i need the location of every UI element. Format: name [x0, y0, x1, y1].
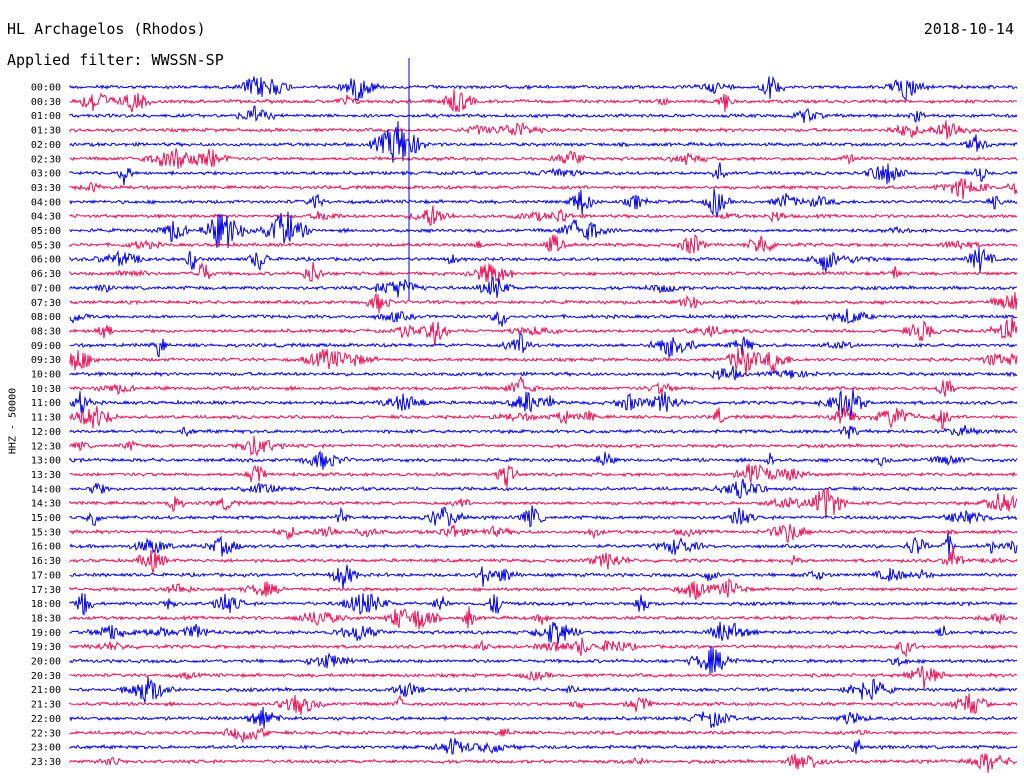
seismic-trace-0400 — [69, 188, 1018, 218]
trace-time-label: 13:30 — [31, 470, 61, 481]
trace-time-label: 06:00 — [31, 255, 61, 266]
seismic-trace-1130 — [69, 405, 1017, 430]
trace-time-label: 05:00 — [31, 226, 61, 237]
trace-time-label: 23:30 — [31, 757, 61, 768]
trace-time-label: 18:00 — [31, 599, 61, 610]
seismic-trace-0530 — [69, 234, 1018, 254]
trace-time-label: 14:00 — [31, 484, 61, 495]
trace-time-label: 08:00 — [31, 312, 61, 323]
seismic-trace-1800 — [69, 592, 1018, 616]
seismic-trace-1700 — [69, 564, 1018, 590]
seismic-trace-2000 — [69, 646, 1018, 675]
seismic-trace-1730 — [69, 577, 1018, 600]
seismic-trace-2300 — [69, 738, 1018, 755]
seismic-trace-1330 — [69, 463, 1017, 488]
seismic-trace-1600 — [69, 532, 1018, 558]
seismic-trace-0200 — [69, 121, 1018, 163]
trace-time-label: 04:30 — [31, 212, 61, 223]
date-label: 2018-10-14 — [923, 20, 1014, 38]
trace-time-label: 08:30 — [31, 326, 61, 337]
seismic-trace-2330 — [69, 753, 1018, 773]
seismic-trace-1300 — [69, 450, 1018, 470]
trace-time-label: 00:00 — [31, 83, 61, 94]
seismic-trace-0900 — [69, 333, 1018, 359]
trace-time-label: 23:00 — [31, 743, 61, 754]
seismic-trace-1630 — [69, 546, 1018, 574]
seismic-trace-0930 — [69, 347, 1018, 377]
seismic-trace-1200 — [69, 424, 1018, 440]
trace-time-label: 07:00 — [31, 283, 61, 294]
trace-time-label: 16:00 — [31, 542, 61, 553]
trace-time-label: 11:00 — [31, 398, 61, 409]
trace-time-label: 11:30 — [31, 413, 61, 424]
trace-time-label: 22:30 — [31, 728, 61, 739]
trace-time-label: 04:00 — [31, 197, 61, 208]
trace-time-label: 02:30 — [31, 154, 61, 165]
seismic-trace-0730 — [69, 292, 1018, 314]
seismic-trace-0700 — [69, 276, 1018, 298]
seismic-trace-0830 — [69, 314, 1018, 346]
seismic-trace-0300 — [69, 162, 1018, 186]
trace-time-label: 09:00 — [31, 341, 61, 352]
seismic-trace-2130 — [69, 693, 1018, 715]
seismic-trace-1230 — [69, 435, 1018, 458]
seismic-trace-1900 — [69, 621, 1018, 645]
trace-time-label: 02:00 — [31, 140, 61, 151]
seismic-trace-2230 — [69, 727, 1018, 744]
trace-time-label: 06:30 — [31, 269, 61, 280]
trace-time-label: 17:30 — [31, 585, 61, 596]
seismic-trace-2030 — [69, 665, 1018, 690]
trace-time-label: 20:30 — [31, 671, 61, 682]
seismic-trace-0000 — [69, 75, 1018, 102]
trace-time-label: 21:30 — [31, 700, 61, 711]
seismic-trace-2200 — [69, 706, 1018, 729]
seismic-trace-0100 — [69, 105, 1018, 124]
trace-time-label: 12:30 — [31, 441, 61, 452]
trace-time-label: 22:00 — [31, 714, 61, 725]
seismic-trace-1100 — [69, 388, 1018, 420]
seismic-trace-1500 — [69, 505, 1018, 528]
seismic-trace-0600 — [69, 247, 1018, 273]
seismic-trace-1530 — [69, 523, 1018, 544]
trace-time-label: 03:00 — [31, 169, 61, 180]
seismic-trace-1830 — [69, 606, 1018, 630]
trace-time-label: 05:30 — [31, 240, 61, 251]
seismic-trace-1030 — [69, 376, 1018, 397]
trace-time-label: 15:00 — [31, 513, 61, 524]
trace-time-label: 07:30 — [31, 298, 61, 309]
seismic-trace-1000 — [69, 365, 1018, 381]
seismic-trace-1930 — [69, 637, 1018, 658]
filter-label: Applied filter: WWSSN-SP — [7, 51, 224, 69]
trace-time-label: 19:30 — [31, 642, 61, 653]
seismic-trace-1400 — [69, 478, 1018, 499]
station-title: HL Archagelos (Rhodos) — [7, 20, 206, 38]
trace-time-label: 01:30 — [31, 126, 61, 137]
seismic-trace-0800 — [69, 308, 1018, 327]
trace-time-label: 00:30 — [31, 97, 61, 108]
trace-time-label: 21:00 — [31, 685, 61, 696]
seismic-trace-0230 — [69, 148, 1018, 170]
trace-time-label: 16:30 — [31, 556, 61, 567]
trace-time-label: 10:00 — [31, 370, 61, 381]
seismic-trace-0030 — [69, 89, 1017, 113]
trace-time-label: 19:00 — [31, 628, 61, 639]
seismic-trace-0130 — [69, 120, 1018, 140]
trace-time-label: 17:00 — [31, 570, 61, 581]
trace-time-label: 10:30 — [31, 384, 61, 395]
seismic-trace-2100 — [69, 676, 1018, 703]
seismic-trace-0330 — [69, 178, 1018, 200]
trace-time-label: 13:00 — [31, 456, 61, 467]
trace-time-label: 01:00 — [31, 111, 61, 122]
seismic-trace-0500 — [69, 211, 1018, 249]
trace-time-label: 14:30 — [31, 499, 61, 510]
trace-time-label: 20:00 — [31, 657, 61, 668]
trace-time-label: 15:30 — [31, 527, 61, 538]
trace-time-label: 12:00 — [31, 427, 61, 438]
trace-time-label: 18:30 — [31, 613, 61, 624]
seismic-trace-1430 — [69, 488, 1018, 519]
seismic-trace-0630 — [69, 261, 1018, 284]
trace-time-label: 03:30 — [31, 183, 61, 194]
trace-time-label: 09:30 — [31, 355, 61, 366]
